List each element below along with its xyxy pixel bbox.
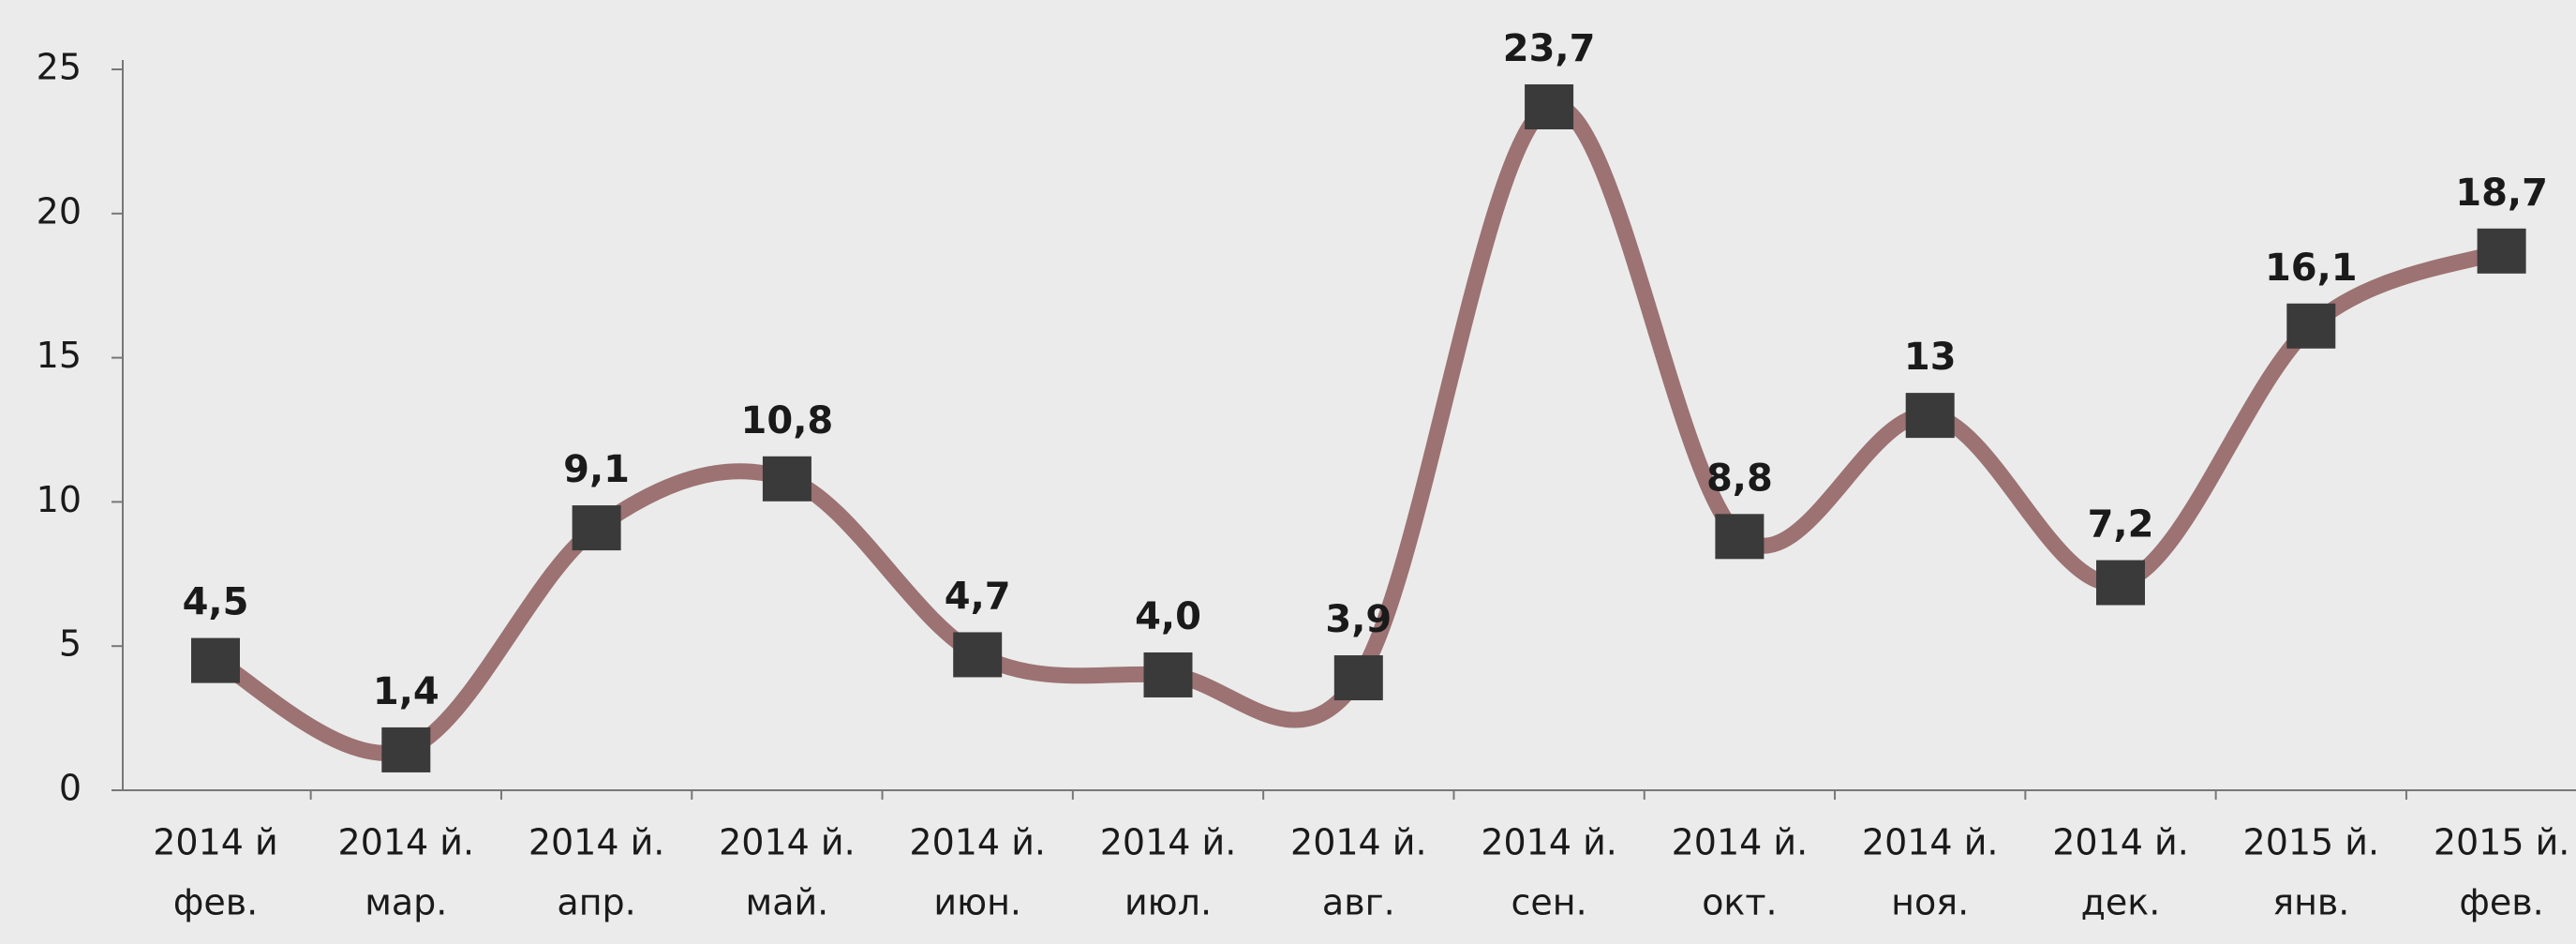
- x-tick-label: май.: [746, 882, 829, 923]
- x-tick-label: фев.: [2459, 882, 2543, 923]
- x-tick-label: фев.: [173, 882, 258, 923]
- x-tick-label: янв.: [2272, 882, 2349, 923]
- marker: [1525, 83, 1574, 129]
- value-label: 7,2: [2088, 503, 2154, 547]
- value-label: 4,7: [945, 575, 1011, 618]
- value-label: 4,0: [1135, 595, 1201, 638]
- marker: [2477, 228, 2526, 274]
- marker: [762, 456, 812, 502]
- y-tick-label: 20: [37, 190, 82, 232]
- x-tick-label: ноя.: [1891, 882, 1969, 923]
- marker: [572, 505, 621, 551]
- value-label: 9,1: [563, 448, 630, 491]
- x-tick-label: сен.: [1511, 882, 1586, 923]
- x-tick-label: 2014 й.: [529, 822, 665, 863]
- marker: [1333, 655, 1383, 701]
- x-tick-label: 2014 й.: [1481, 822, 1617, 863]
- x-tick-label: июл.: [1124, 882, 1212, 923]
- value-label: 18,7: [2455, 172, 2548, 215]
- x-tick-label: 2014 й.: [909, 822, 1046, 863]
- y-tick-label: 15: [37, 335, 82, 376]
- x-tick-label: апр.: [557, 882, 635, 923]
- x-tick-label: 2014 й: [153, 822, 277, 863]
- y-tick-label: 0: [59, 768, 82, 809]
- marker: [381, 727, 431, 772]
- y-tick-label: 25: [37, 47, 82, 88]
- value-label: 23,7: [1503, 27, 1596, 70]
- marker: [191, 637, 240, 683]
- x-tick-label: окт.: [1702, 882, 1777, 923]
- value-label: 8,8: [1706, 457, 1773, 500]
- x-tick-label: 2014 й.: [719, 822, 856, 863]
- x-tick-label: 2015 й.: [2434, 822, 2570, 863]
- x-tick-label: 2015 й.: [2243, 822, 2380, 863]
- marker: [2286, 303, 2336, 349]
- value-label: 16,1: [2265, 247, 2358, 290]
- marker: [1715, 514, 1764, 560]
- x-tick-label: 2014 й.: [1290, 822, 1427, 863]
- x-tick-label: авг.: [1322, 882, 1395, 923]
- value-label: 1,4: [373, 670, 439, 713]
- marker: [2096, 560, 2145, 606]
- y-tick-label: 5: [59, 623, 82, 665]
- value-label: 3,9: [1325, 598, 1392, 641]
- value-label: 13: [1904, 336, 1957, 379]
- marker: [1905, 393, 1955, 439]
- x-tick-label: 2014 й.: [1100, 822, 1237, 863]
- marker: [953, 632, 1003, 678]
- y-tick-label: 10: [37, 479, 82, 520]
- x-tick-label: июн.: [933, 882, 1021, 923]
- x-tick-label: 2014 й.: [1862, 822, 1999, 863]
- x-tick-label: мар.: [365, 882, 447, 923]
- value-label: 4,5: [183, 581, 249, 624]
- x-tick-label: 2014 й.: [2052, 822, 2189, 863]
- value-label: 10,8: [741, 399, 834, 442]
- x-tick-label: 2014 й.: [1672, 822, 1809, 863]
- x-tick-label: дек.: [2081, 882, 2161, 923]
- x-tick-label: 2014 й.: [338, 822, 475, 863]
- marker: [1143, 652, 1193, 697]
